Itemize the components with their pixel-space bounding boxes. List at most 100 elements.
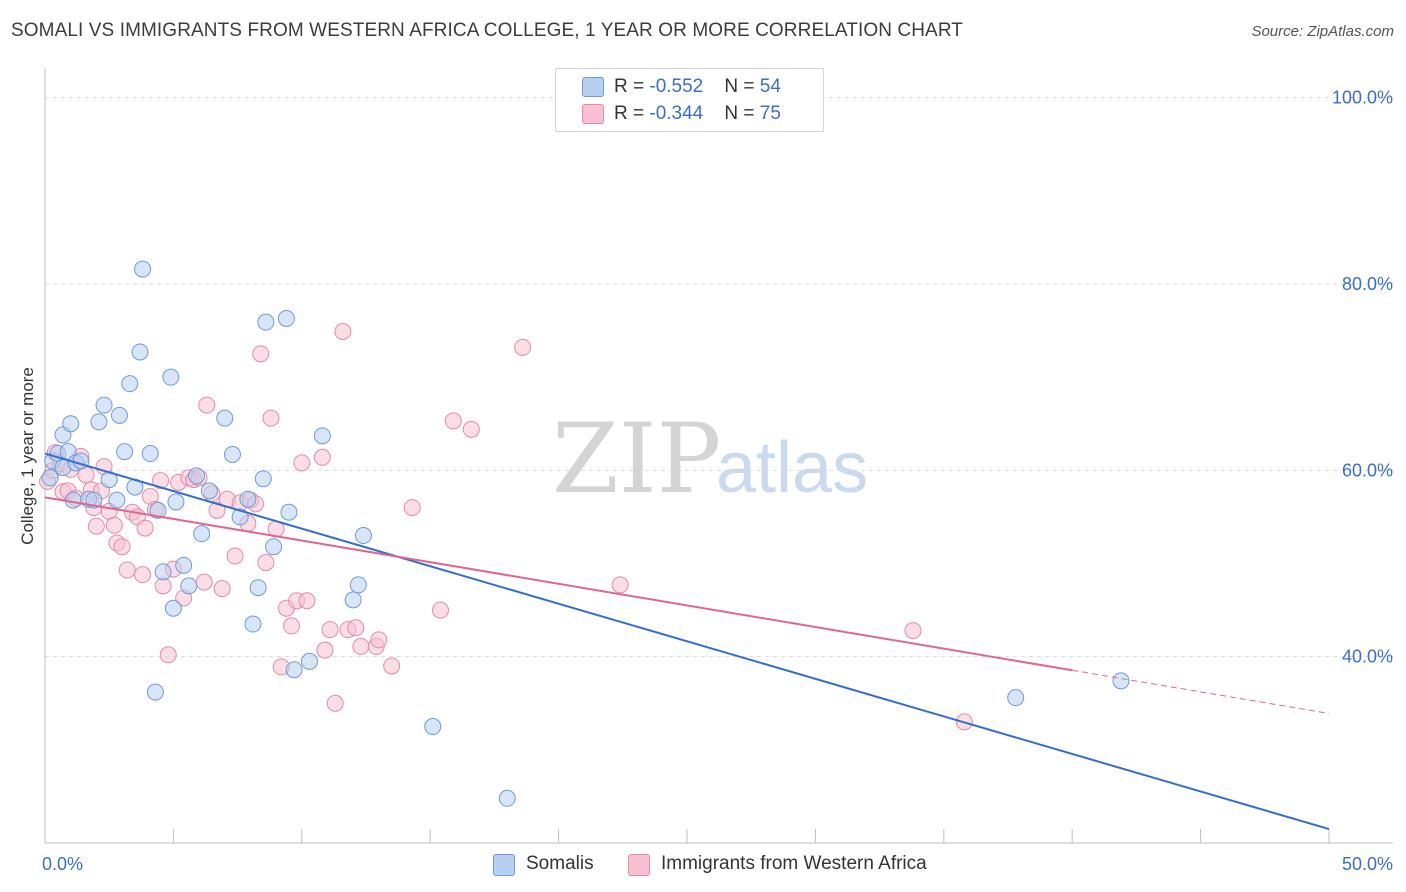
immigrants-point: [118, 561, 136, 579]
somalis-point: [121, 375, 139, 393]
immigrants-point: [334, 322, 352, 340]
immigrants-point: [347, 619, 365, 637]
bottom-legend-swatch-immigrants: [628, 854, 650, 876]
axes: [44, 68, 1393, 844]
immigrants-point: [611, 576, 629, 594]
immigrants-points: [39, 322, 973, 731]
legend-swatch-somalis: [582, 77, 604, 97]
immigrants-point: [904, 622, 922, 640]
somalis-point: [239, 490, 257, 508]
somalis-point: [134, 260, 152, 278]
somalis-point: [498, 789, 516, 807]
immigrants-point: [313, 448, 331, 466]
somalis-point: [90, 413, 108, 431]
immigrants-point: [198, 396, 216, 414]
somalis-point: [254, 470, 272, 488]
immigrants-point: [370, 631, 388, 649]
legend-n-label: N =: [724, 76, 760, 97]
immigrants-point: [431, 601, 449, 619]
somalis-point: [41, 469, 59, 487]
somalis-point: [216, 409, 234, 427]
somalis-point: [223, 445, 241, 463]
legend-r-value-somalis: -0.552: [649, 76, 704, 97]
legend-swatch-immigrants: [582, 104, 604, 124]
somalis-point: [285, 661, 303, 679]
somalis-point: [95, 396, 113, 414]
somalis-point: [200, 482, 218, 500]
somalis-point: [164, 599, 182, 617]
immigrants-point: [293, 454, 311, 472]
immigrants-point: [136, 519, 154, 537]
immigrants-point: [213, 580, 231, 598]
somalis-point: [110, 406, 128, 424]
immigrants-point: [321, 621, 339, 639]
immigrants-point: [298, 592, 316, 610]
immigrants-point: [195, 573, 213, 591]
immigrants-trend-line: [44, 496, 1073, 672]
gridlines: [45, 97, 1393, 658]
immigrants-point: [383, 657, 401, 675]
immigrants-point: [134, 566, 152, 584]
somalis-point: [62, 415, 80, 433]
somalis-point: [301, 652, 319, 670]
somalis-point: [231, 508, 249, 526]
immigrants-point: [283, 617, 301, 635]
legend-n-value-immigrants: 75: [759, 103, 781, 124]
tick-labels: 0.0% 50.0% 40.0% 60.0% 80.0% 100.0%: [42, 88, 1393, 874]
somalis-point: [1112, 672, 1130, 690]
legend-r-value-immigrants: -0.344: [649, 103, 704, 124]
somalis-point: [131, 343, 149, 361]
trend-lines: [44, 452, 1330, 830]
x-tick-label-min: 0.0%: [42, 854, 83, 874]
somalis-point: [280, 503, 298, 521]
somalis-point: [1007, 689, 1025, 707]
immigrants-point: [159, 646, 177, 664]
legend-r-label: R =: [614, 76, 650, 97]
immigrants-point: [152, 472, 170, 490]
watermark: ZIP atlas: [552, 403, 868, 515]
somalis-point: [149, 501, 167, 519]
somalis-point: [180, 577, 198, 595]
somalis-point: [167, 493, 185, 511]
somalis-point: [116, 443, 134, 461]
correlation-legend: R = -0.552 N = 54 R = -0.344 N = 75: [555, 68, 824, 132]
legend-n-label: N =: [724, 103, 760, 124]
somalis-point: [349, 576, 367, 594]
immigrants-point: [326, 694, 344, 712]
legend-n-value-somalis: 54: [759, 76, 781, 97]
somalis-point: [277, 309, 295, 327]
chart-title: SOMALI VS IMMIGRANTS FROM WESTERN AFRICA…: [11, 20, 964, 41]
watermark-zip: ZIP: [552, 403, 721, 515]
somalis-point: [64, 491, 82, 509]
immigrants-point: [316, 641, 334, 659]
immigrants-point: [352, 637, 370, 655]
source-label: Source: ZipAtlas.com: [1251, 23, 1394, 40]
somalis-point: [354, 527, 372, 545]
immigrants-point: [262, 409, 280, 427]
immigrants-point: [462, 420, 480, 438]
somalis-point: [249, 579, 267, 597]
somalis-point: [344, 591, 362, 609]
legend-r-label: R =: [614, 103, 650, 124]
bottom-legend-label-somalis: Somalis: [526, 853, 594, 874]
y-tick-label-40: 40.0%: [1342, 647, 1393, 667]
bottom-legend-label-immigrants: Immigrants from Western Africa: [661, 853, 927, 874]
somalis-point: [146, 683, 164, 701]
immigrants-point: [444, 412, 462, 430]
somalis-point: [175, 556, 193, 574]
somalis-point: [154, 563, 172, 581]
watermark-atlas: atlas: [716, 428, 868, 508]
somalis-trend-line: [44, 452, 1330, 830]
x-tick-label-max: 50.0%: [1342, 854, 1393, 874]
immigrants-point: [403, 499, 421, 517]
somalis-point: [424, 718, 442, 736]
immigrants-point: [87, 517, 105, 535]
somalis-point: [188, 467, 206, 485]
immigrants-point: [257, 554, 275, 572]
somalis-point: [257, 313, 275, 331]
somalis-point: [313, 427, 331, 445]
somalis-point: [162, 368, 180, 386]
immigrants-trend-line-extension: [1072, 669, 1330, 714]
immigrants-point: [113, 538, 131, 556]
y-tick-label-100: 100.0%: [1332, 88, 1393, 108]
